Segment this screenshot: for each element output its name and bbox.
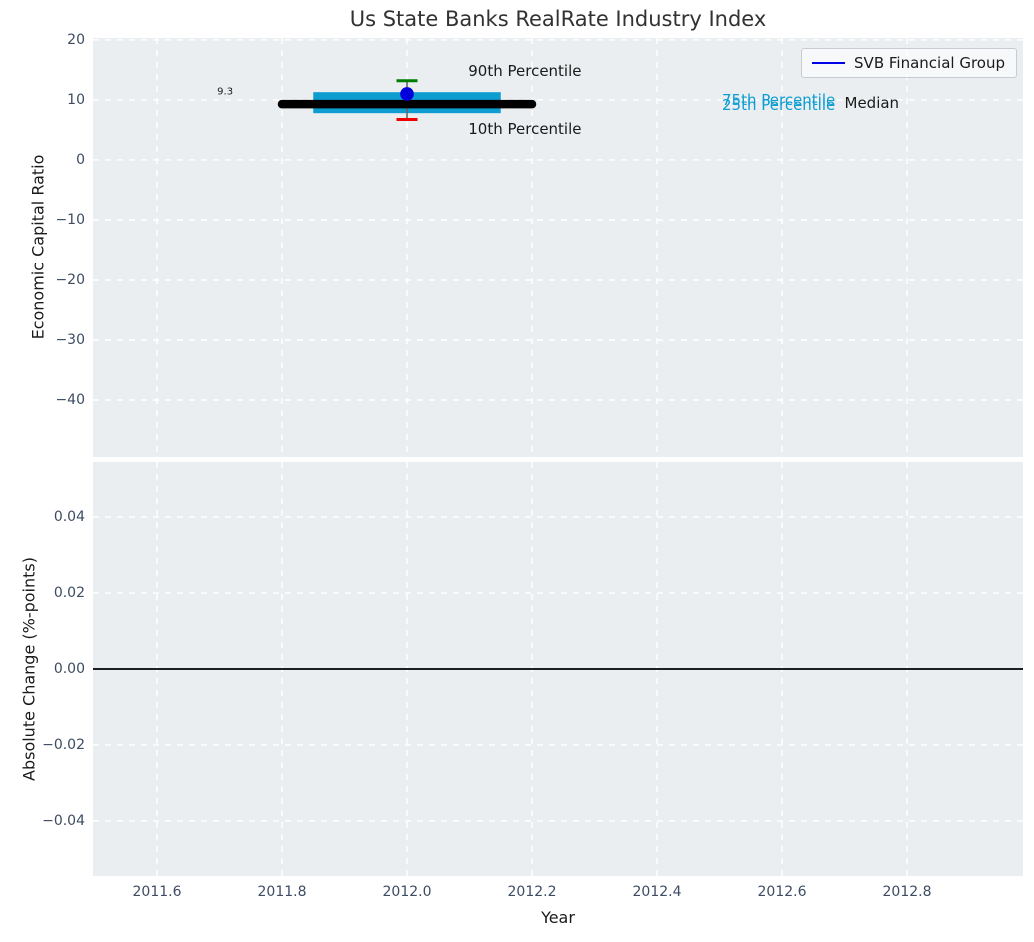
legend-label: SVB Financial Group [854,54,1005,72]
svb-data-point [400,87,414,101]
bottom-y-tick-label: 0.00 [53,661,85,677]
legend-line-swatch [812,62,846,64]
top-plot-canvas [93,38,1023,457]
bottom-y-tick-label: −0.02 [42,736,85,753]
annotation-75th-percentile: 75th Percentile [722,90,836,109]
x-tick-label: 2012.4 [632,884,682,900]
top-y-tick-label: −30 [55,331,85,348]
annotation-10th-percentile: 10th Percentile [468,119,582,138]
top-y-tick-label: 10 [67,91,85,108]
legend[interactable]: SVB Financial Group [801,48,1017,78]
annotation-median-value: 9.3 [217,86,234,98]
top-y-axis-label: Economic Capital Ratio [28,154,48,340]
x-tick-label: 2011.8 [257,884,307,900]
x-tick-label: 2012.6 [757,884,807,900]
x-tick-label: 2012.2 [507,884,557,900]
top-y-tick-label: −20 [55,271,85,288]
x-axis-label: Year [541,908,575,927]
top-plot-area: 90th Percentile 10th Percentile 9.3 75th… [93,38,1023,457]
bottom-plot-canvas [93,462,1023,876]
top-y-tick-label: 20 [67,31,85,48]
bottom-y-tick-label: −0.04 [42,812,85,829]
top-y-tick-label: −10 [55,211,85,228]
x-tick-label: 2012.0 [382,884,432,900]
top-y-tick-label: −40 [55,391,85,408]
chart-title: Us State Banks RealRate Industry Index [349,7,767,31]
bottom-plot-area [93,462,1023,876]
annotation-90th-percentile: 90th Percentile [468,62,582,81]
annotation-25th-percentile: 25th Percentile [722,95,836,114]
bottom-y-axis-label: Absolute Change (%-points) [19,557,39,781]
x-tick-label: 2012.8 [882,884,932,900]
annotation-median-label: Median [844,93,900,112]
x-tick-label: 2011.6 [132,884,182,900]
top-y-tick-label: 0 [76,151,85,168]
bottom-y-tick-label: 0.04 [53,509,85,526]
bottom-y-tick-label: 0.02 [53,585,85,602]
